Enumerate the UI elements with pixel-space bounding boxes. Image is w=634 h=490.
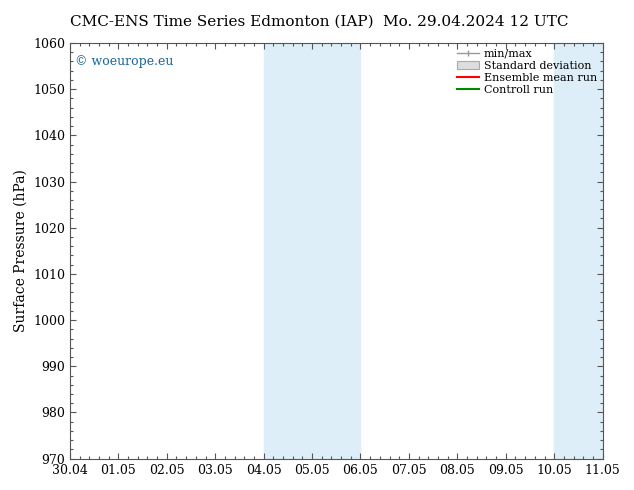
Text: Mo. 29.04.2024 12 UTC: Mo. 29.04.2024 12 UTC <box>383 15 568 29</box>
Text: © woeurope.eu: © woeurope.eu <box>75 55 174 69</box>
Bar <box>554 43 634 459</box>
Legend: min/max, Standard deviation, Ensemble mean run, Controll run: min/max, Standard deviation, Ensemble me… <box>457 49 597 95</box>
Text: CMC-ENS Time Series Edmonton (IAP): CMC-ENS Time Series Edmonton (IAP) <box>70 15 373 29</box>
Bar <box>264 43 361 459</box>
Y-axis label: Surface Pressure (hPa): Surface Pressure (hPa) <box>13 170 27 332</box>
